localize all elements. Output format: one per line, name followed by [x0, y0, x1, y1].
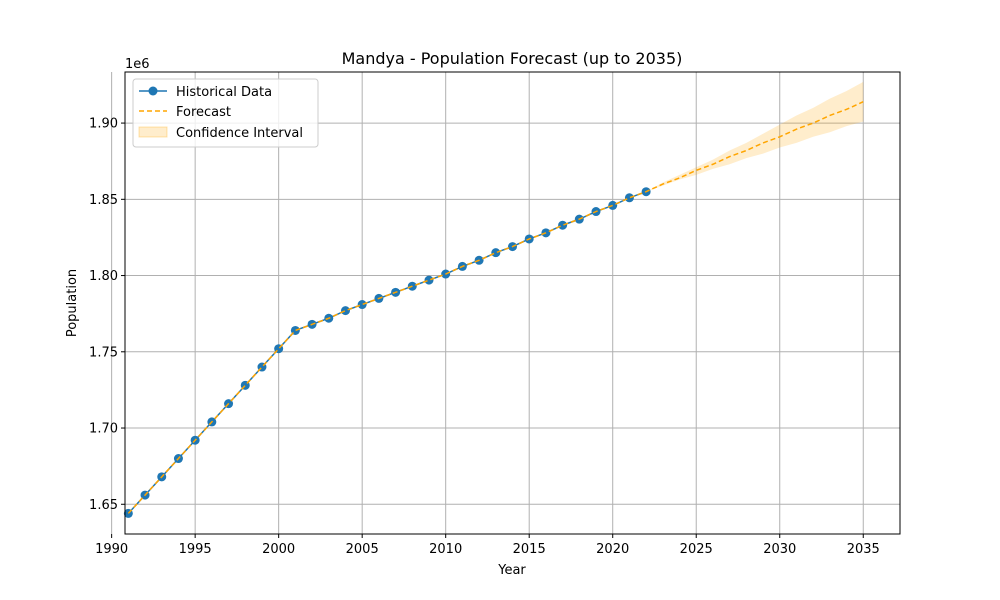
- y-tick-label: 1.75: [89, 345, 118, 360]
- y-tick-label: 1.90: [89, 117, 118, 132]
- historical-data-point: [340, 306, 350, 316]
- plot-frame: [124, 71, 901, 535]
- legend-historical-label: Historical Data: [176, 85, 272, 100]
- historical-data-point: [491, 248, 501, 258]
- legend-ci-swatch: [138, 126, 168, 138]
- historical-data-point: [357, 300, 367, 310]
- x-axis-ticks: 1990 1995 2000 2005 2010 2015 2020 2025 2030 2035: [95, 534, 880, 557]
- legend-ci-label: Confidence Interval: [176, 126, 303, 141]
- legend-forecast-label: Forecast: [176, 105, 231, 120]
- confidence-interval-layer: [646, 81, 864, 192]
- historical-data-point: [424, 275, 434, 285]
- legend-historical-marker: [148, 86, 158, 96]
- x-axis-title: Year: [497, 563, 526, 578]
- chart-title: Mandya - Population Forecast (up to 2035…: [342, 49, 683, 68]
- x-tick-label: 2020: [596, 542, 629, 557]
- x-tick-label: 2015: [513, 542, 546, 557]
- y-tick-label: 1.85: [89, 193, 118, 208]
- y-tick-label: 1.65: [89, 498, 118, 513]
- x-tick-label: 2025: [680, 542, 713, 557]
- x-tick-label: 1990: [95, 542, 128, 557]
- confidence-interval-band: [646, 81, 864, 192]
- x-tick-label: 2010: [429, 542, 462, 557]
- x-tick-label: 2005: [346, 542, 379, 557]
- x-tick-label: 2000: [262, 542, 295, 557]
- historical-data-point: [608, 200, 618, 210]
- legend: Historical Data Forecast Confidence Inte…: [132, 78, 319, 148]
- x-tick-label: 2030: [763, 542, 796, 557]
- historical-data-point: [558, 220, 568, 230]
- x-tick-label: 2035: [847, 542, 880, 557]
- y-tick-label: 1.70: [89, 422, 118, 437]
- legend-frame: [132, 78, 319, 148]
- y-tick-label: 1.80: [89, 269, 118, 284]
- y-axis-ticks: 1.65 1.70 1.75 1.80 1.85 1.90: [89, 117, 125, 513]
- historical-data-point: [624, 193, 634, 203]
- x-tick-label: 1995: [179, 542, 212, 557]
- series-layer: [123, 101, 864, 518]
- y-offset-label: 1e6: [125, 57, 150, 72]
- y-axis-title: Population: [65, 269, 80, 337]
